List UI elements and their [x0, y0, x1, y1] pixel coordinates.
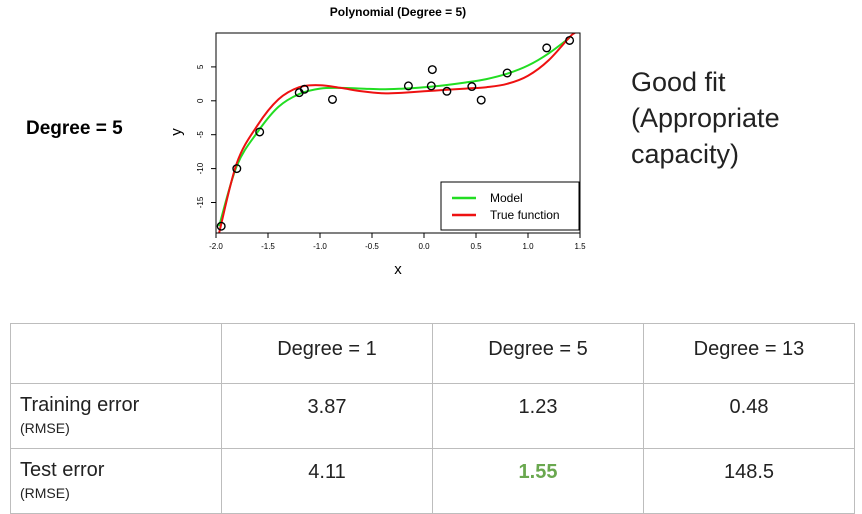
- degree-label: Degree = 5: [26, 118, 123, 139]
- table-header-cell: Degree = 13: [643, 323, 855, 384]
- polynomial-chart: Polynomial (Degree = 5) -2.0 -1.5 -1.0 -0.5…: [168, 5, 586, 278]
- table-cell: 3.87: [221, 383, 433, 449]
- data-point: [476, 95, 486, 105]
- row-label: Training error: [20, 394, 140, 416]
- data-point: [442, 86, 452, 96]
- x-tick-label: 1.0: [522, 242, 534, 251]
- x-tick-label: 0.0: [418, 242, 430, 251]
- y-tick-label: -10: [196, 162, 205, 174]
- legend-true-label: True function: [490, 208, 560, 222]
- fit-note: Good fit (Appropriate capacity): [631, 64, 780, 172]
- y-tick-label: -5: [196, 131, 205, 139]
- y-tick-label: 0: [196, 98, 205, 103]
- fit-note-line: Good fit: [631, 67, 726, 97]
- data-point: [502, 68, 512, 78]
- legend-model-label: Model: [490, 191, 523, 205]
- chart-title: Polynomial (Degree = 5): [330, 5, 466, 19]
- y-tick-label: -15: [196, 196, 205, 208]
- table-header-row: Degree = 1 Degree = 5 Degree = 13: [10, 323, 855, 384]
- data-point: [565, 35, 575, 45]
- y-tick-label: 5: [196, 64, 205, 69]
- table-row: Test error (RMSE) 4.11 1.55 148.5: [10, 448, 855, 514]
- legend-box: [440, 181, 580, 231]
- table-cell: 1.23: [432, 383, 644, 449]
- data-point: [255, 127, 265, 137]
- y-axis-label: y: [168, 128, 185, 136]
- table-row: Training error (RMSE) 3.87 1.23 0.48: [10, 383, 855, 449]
- data-point: [216, 221, 226, 231]
- data-point: [403, 81, 413, 91]
- x-axis-label: x: [394, 261, 402, 278]
- highlighted-table-cell: 1.55: [432, 448, 644, 514]
- row-label-cell: Test error (RMSE): [10, 448, 222, 514]
- x-tick-label: -1.5: [261, 242, 275, 251]
- data-point: [327, 94, 337, 104]
- table-header-cell: Degree = 5: [432, 323, 644, 384]
- true-function-curve: [218, 33, 576, 233]
- series-group: [218, 33, 576, 233]
- table-cell: 0.48: [643, 383, 855, 449]
- fit-note-line: capacity): [631, 139, 740, 169]
- data-point: [299, 84, 309, 94]
- table-cell: 4.11: [221, 448, 433, 514]
- table-header-cell: Degree = 1: [221, 323, 433, 384]
- x-tick-label: -2.0: [209, 242, 223, 251]
- row-label-cell: Training error (RMSE): [10, 383, 222, 449]
- data-point: [232, 164, 242, 174]
- x-tick-label: -0.5: [365, 242, 379, 251]
- x-tick-label: -1.0: [313, 242, 327, 251]
- table-corner-cell: [10, 323, 222, 384]
- data-point: [467, 82, 477, 92]
- data-point: [542, 43, 552, 53]
- row-sublabel: (RMSE): [20, 420, 70, 436]
- plot-frame: [215, 32, 581, 234]
- model-curve: [218, 36, 571, 227]
- row-sublabel: (RMSE): [20, 485, 70, 501]
- data-point: [427, 65, 437, 75]
- legend: Model True function: [440, 181, 580, 231]
- x-tick-label: 1.5: [574, 242, 586, 251]
- fit-note-line: (Appropriate: [631, 103, 780, 133]
- x-tick-label: 0.5: [470, 242, 482, 251]
- row-label: Test error: [20, 459, 105, 481]
- results-table: Degree = 1 Degree = 5 Degree = 13 Traini…: [10, 323, 855, 514]
- table-cell: 148.5: [643, 448, 855, 514]
- data-point: [426, 81, 436, 91]
